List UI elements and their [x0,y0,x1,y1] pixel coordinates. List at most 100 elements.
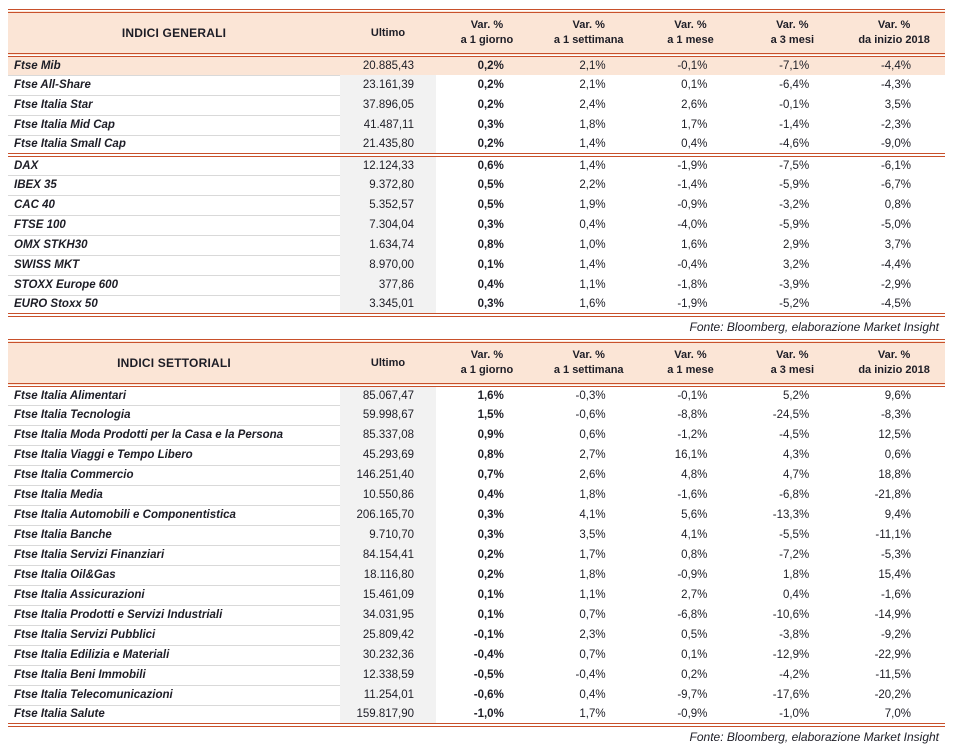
value-cell-ultimo: 11.254,01 [340,685,436,705]
index-row: FTSE 100 7.304,04 0,3% 0,4% -4,0% -5,9% -5,0% [8,215,945,236]
index-row: Ftse Mib 20.885,43 0,2% 2,1% -0,1% -7,1% -4,4% [8,55,945,76]
value-cell-ytd: -20,2% [874,689,911,701]
value-cell-m3: -24,5% [772,409,810,421]
index-row: Ftse Italia Servizi Pubblici 25.809,42 -0,… [8,625,945,646]
value-cell-m3: -5,9% [779,179,810,191]
value-cell-ultimo: 1.634,74 [340,235,436,255]
value-cell-ultimo: 8.970,00 [340,255,436,275]
indici-settoriali-table: INDICI SETTORIALI Ultimo Var. % a 1 giorno… [8,339,945,727]
value-cell-m3: -0,1% [779,99,810,111]
value-cell-ytd: -2,9% [880,279,911,291]
index-name-cell: Ftse Italia Small Cap [8,135,340,157]
value-cell-m3: -6,4% [779,79,810,91]
value-cell-ultimo: 30.232,36 [340,645,436,665]
index-name-cell: Ftse Italia Salute [8,705,340,726]
value-cell-ultimo: 45.293,69 [340,445,436,465]
value-cell-w1: 2,6% [579,469,606,481]
value-cell-ytd: 12,5% [878,429,911,441]
column-header-w1: Var. % a 1 settimana [537,11,640,57]
value-cell-d1: 0,3% [477,509,504,521]
value-cell-m3: -1,0% [779,708,810,720]
value-cell-ytd: 3,7% [884,239,911,251]
value-cell-ultimo: 25.809,42 [340,625,436,645]
column-header-line1: Var. % [674,349,707,361]
index-name-cell: Ftse Italia Oil&Gas [8,565,340,586]
value-cell-m1: 2,7% [681,589,708,601]
value-cell-ytd: 3,5% [884,99,911,111]
value-cell-w1: -0,6% [575,409,606,421]
column-header-line2: a 3 mesi [770,364,814,376]
value-cell-w1: 0,7% [579,649,606,661]
value-cell-m3: -7,5% [779,160,810,172]
value-cell-d1: 0,3% [477,119,504,131]
value-cell-m1: -0,1% [677,390,708,402]
value-cell-ultimo: 159.817,90 [340,705,436,725]
value-cell-ytd: -11,5% [875,669,911,681]
value-cell-w1: 1,8% [579,489,606,501]
indici-generali-section: INDICI GENERALI Ultimo Var. % a 1 giorno Va… [8,9,945,337]
index-name-cell: OMX STKH30 [8,235,340,256]
value-cell-w1: 2,1% [579,79,606,91]
index-name-cell: Ftse Italia Commercio [8,465,340,486]
value-cell-ytd: -4,4% [843,55,945,75]
value-cell-ytd: -6,1% [880,160,911,172]
header-row: INDICI GENERALI Ultimo Var. % a 1 giorno Va… [8,11,945,57]
value-cell-w1: 4,1% [579,509,606,521]
value-cell-m3: 4,7% [782,469,810,481]
value-cell-m1: 4,8% [681,469,708,481]
value-cell-m1: 0,1% [681,649,708,661]
index-name-cell: CAC 40 [8,195,340,216]
indici-settoriali-section: INDICI SETTORIALI Ultimo Var. % a 1 giorno… [8,339,945,747]
value-cell-m3: -3,9% [779,279,810,291]
value-cell-m3: 5,2% [782,390,810,402]
index-name-cell: Ftse Italia Automobili e Componentistica [8,505,340,526]
value-cell-m3: -5,5% [779,529,810,541]
value-cell-m1: 4,1% [681,529,708,541]
index-row: Ftse Italia Automobili e Componentistica… [8,505,945,526]
value-cell-m1: -1,8% [677,279,708,291]
value-cell-ultimo: 20.885,43 [340,55,436,75]
column-header-w1: Var. % a 1 settimana [537,341,640,387]
value-cell-m1: -4,0% [677,219,708,231]
value-cell-m1: 0,4% [639,135,742,157]
value-cell-w1: 3,5% [579,529,606,541]
index-name-cell: Ftse Italia Banche [8,525,340,546]
value-cell-d1: 0,5% [477,199,504,211]
value-cell-ultimo: 59.998,67 [340,405,436,425]
column-header-m1: Var. % a 1 mese [639,11,742,57]
value-cell-ytd: -9,0% [843,135,945,157]
value-cell-ultimo: 85.337,08 [340,425,436,445]
value-cell-m1: -9,7% [677,689,708,701]
value-cell-d1: 0,5% [477,179,504,191]
column-header-line2: a 1 settimana [553,364,624,376]
value-cell-w1: 1,9% [579,199,606,211]
index-row: DAX 12.124,33 0,6% 1,4% -1,9% -7,5% -6,1% [8,155,945,176]
index-name-cell: Ftse Italia Star [8,95,340,116]
value-cell-w1: 0,4% [579,689,606,701]
value-cell-w1: 2,1% [537,55,640,75]
value-cell-ultimo: 9.372,80 [340,175,436,195]
value-cell-m3: -7,1% [741,55,844,75]
value-cell-ultimo: 41.487,11 [340,115,436,135]
index-name-cell: Ftse Italia Telecomunicazioni [8,685,340,706]
value-cell-d1: 0,1% [477,609,504,621]
index-row: Ftse All-Share 23.161,39 0,2% 2,1% 0,1% -6,4%… [8,75,945,96]
value-cell-ytd: 9,4% [884,509,911,521]
index-row: Ftse Italia Banche 9.710,70 0,3% 3,5% 4,1% -5… [8,525,945,546]
value-cell-ultimo: 23.161,39 [340,75,436,95]
index-row: Ftse Italia Star 37.896,05 0,2% 2,4% 2,6% -0,… [8,95,945,116]
value-cell-d1: -0,5% [473,669,504,681]
value-cell-w1: -0,4% [575,669,606,681]
value-cell-m1: -1,4% [677,179,708,191]
value-cell-d1: 0,8% [477,239,504,251]
value-cell-m1: -1,6% [677,489,708,501]
index-row: Ftse Italia Beni Immobili 12.338,59 -0,5% -… [8,665,945,686]
value-cell-m1: -1,2% [677,429,708,441]
column-header-line1: Var. % [877,19,911,31]
value-cell-m1: -0,1% [639,55,742,75]
value-cell-ytd: -4,5% [880,298,911,310]
index-row: STOXX Europe 600 377,86 0,4% 1,1% -1,8% -3,9%… [8,275,945,296]
value-cell-d1: -0,4% [473,649,504,661]
index-row: OMX STKH30 1.634,74 0,8% 1,0% 1,6% 2,9% 3,7% [8,235,945,256]
